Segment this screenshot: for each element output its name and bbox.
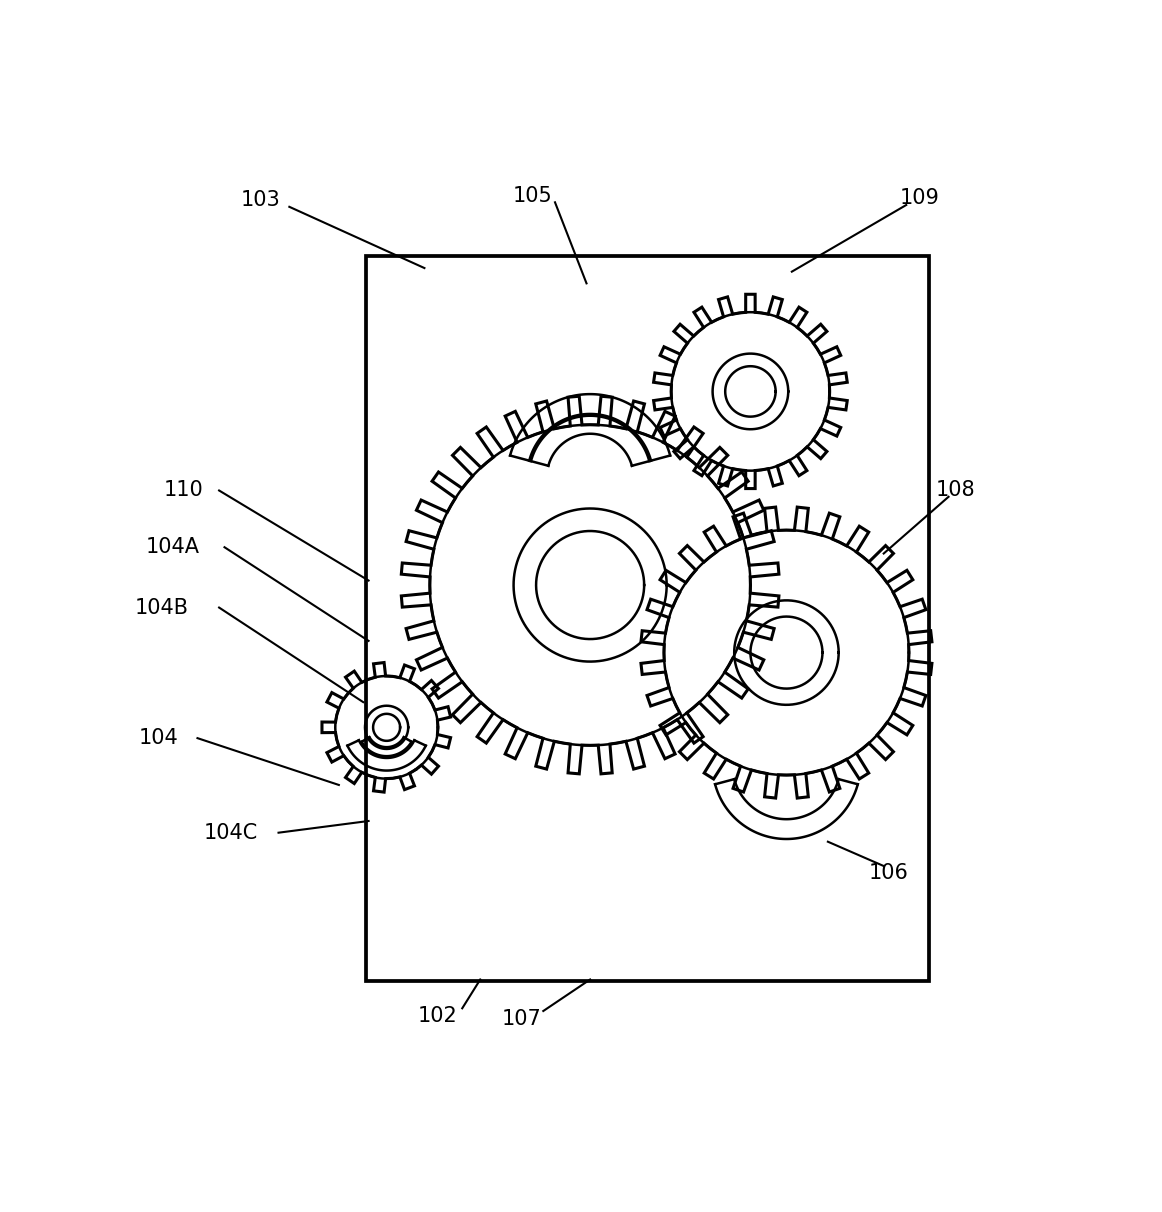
Text: 104A: 104A [145,537,199,558]
Bar [366,257,928,982]
Text: 103: 103 [241,189,280,210]
Text: 104: 104 [139,728,179,748]
Text: 108: 108 [935,480,976,501]
Text: 104B: 104B [135,598,188,618]
Text: 102: 102 [418,1006,458,1025]
Text: 107: 107 [502,1010,541,1029]
Text: 104C: 104C [203,823,258,842]
Text: 109: 109 [899,188,940,207]
Text: 105: 105 [512,185,552,206]
Text: 110: 110 [163,480,203,501]
Text: 106: 106 [868,863,909,884]
